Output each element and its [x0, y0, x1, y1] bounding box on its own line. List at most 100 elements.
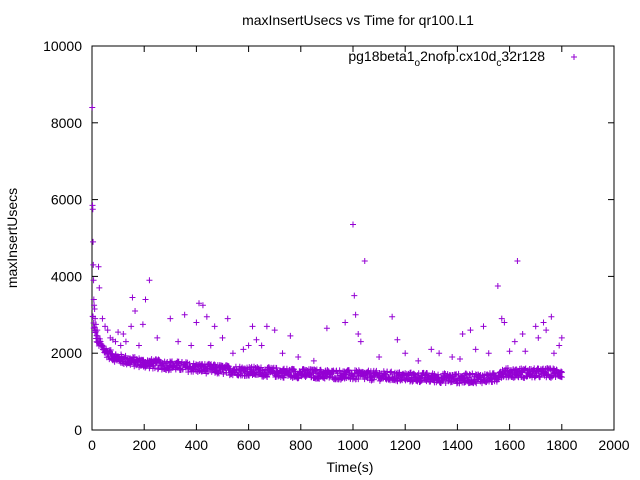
data-point	[102, 323, 109, 330]
data-point	[120, 331, 127, 337]
data-point	[122, 352, 129, 359]
data-point	[402, 350, 409, 357]
data-point	[263, 323, 270, 330]
data-point	[219, 334, 226, 341]
data-point	[352, 311, 359, 318]
data-point	[196, 300, 203, 307]
legend-label-part: 2nofp.cx10d	[420, 48, 496, 64]
data-point	[128, 323, 135, 330]
data-point	[306, 371, 313, 378]
data-point	[532, 323, 539, 330]
data-point	[535, 334, 542, 341]
y-tick-label: 10000	[43, 38, 82, 54]
data-point	[251, 363, 258, 370]
data-point	[188, 342, 195, 349]
data-point	[514, 258, 521, 265]
data-point	[129, 294, 136, 301]
legend-subscript: c	[496, 58, 501, 69]
x-tick-label: 0	[88, 437, 96, 453]
data-point	[357, 338, 364, 345]
y-axis-label: maxInsertUsecs	[4, 188, 20, 288]
data-point	[415, 357, 422, 364]
x-tick-label: 600	[237, 437, 261, 453]
data-point	[543, 327, 550, 334]
data-point	[501, 319, 508, 326]
x-tick-label: 1400	[442, 437, 473, 453]
data-point	[96, 284, 103, 291]
data-point	[355, 376, 362, 383]
data-point	[240, 346, 247, 353]
y-tick-label: 6000	[51, 192, 82, 208]
data-point	[480, 323, 487, 330]
axis-ticks: 0 200 400 600 800 1000 1200 1400 1600 1800 2000 0 20…	[43, 38, 630, 453]
data-point	[484, 371, 491, 378]
legend-label-part: pg18beta1	[348, 48, 414, 64]
data-point	[436, 350, 443, 357]
data-point	[559, 369, 566, 376]
data-point	[370, 376, 377, 383]
data-point	[249, 323, 256, 330]
data-point	[207, 342, 214, 349]
data-point	[89, 206, 96, 213]
data-point	[112, 338, 119, 345]
x-tick-label: 800	[289, 437, 313, 453]
data-point	[540, 319, 547, 326]
data-point	[211, 323, 218, 330]
data-point	[558, 368, 565, 375]
data-point	[342, 319, 349, 326]
data-point	[376, 354, 383, 361]
data-point	[130, 354, 137, 361]
data-point	[467, 327, 474, 334]
data-point	[550, 350, 557, 357]
data-point	[287, 332, 294, 339]
data-point	[203, 313, 210, 320]
data-point	[456, 380, 463, 387]
y-tick-label: 2000	[51, 345, 82, 361]
data-point	[107, 347, 114, 354]
data-point	[351, 292, 358, 299]
data-point	[323, 325, 330, 332]
data-point	[294, 375, 301, 382]
chart-title: maxInsertUsecs vs Time for qr100.L1	[242, 12, 474, 28]
data-point	[485, 350, 492, 357]
data-point	[469, 370, 476, 377]
legend-marker	[571, 54, 577, 60]
data-point	[389, 313, 396, 320]
data-points	[89, 54, 577, 387]
data-point	[367, 374, 374, 381]
x-tick-label: 1600	[494, 437, 525, 453]
data-point	[224, 315, 231, 322]
data-point	[175, 338, 182, 345]
data-point	[466, 371, 473, 378]
data-point	[229, 350, 236, 357]
data-point	[449, 354, 456, 361]
data-point	[558, 334, 565, 341]
data-point	[99, 315, 106, 322]
data-point	[169, 358, 176, 365]
y-tick-label: 0	[74, 422, 82, 438]
data-point	[361, 258, 368, 265]
data-point	[161, 365, 168, 372]
data-point	[117, 342, 124, 349]
data-point	[225, 363, 232, 370]
data-point	[92, 321, 99, 328]
data-point	[394, 336, 401, 343]
data-point	[122, 338, 129, 345]
data-point	[519, 331, 526, 337]
data-point	[139, 321, 146, 328]
data-point	[457, 355, 464, 362]
data-point	[91, 302, 98, 309]
data-point	[280, 374, 287, 381]
data-point	[472, 346, 479, 353]
data-point	[556, 342, 563, 349]
data-point	[258, 342, 265, 349]
data-point	[115, 329, 122, 336]
data-point	[355, 331, 362, 337]
x-tick-label: 400	[185, 437, 209, 453]
data-point	[510, 374, 517, 381]
data-point	[91, 306, 98, 313]
legend: pg18beta1o2nofp.cx10dc32r128	[348, 48, 545, 69]
data-point	[94, 327, 101, 334]
x-tick-label: 1000	[337, 437, 368, 453]
